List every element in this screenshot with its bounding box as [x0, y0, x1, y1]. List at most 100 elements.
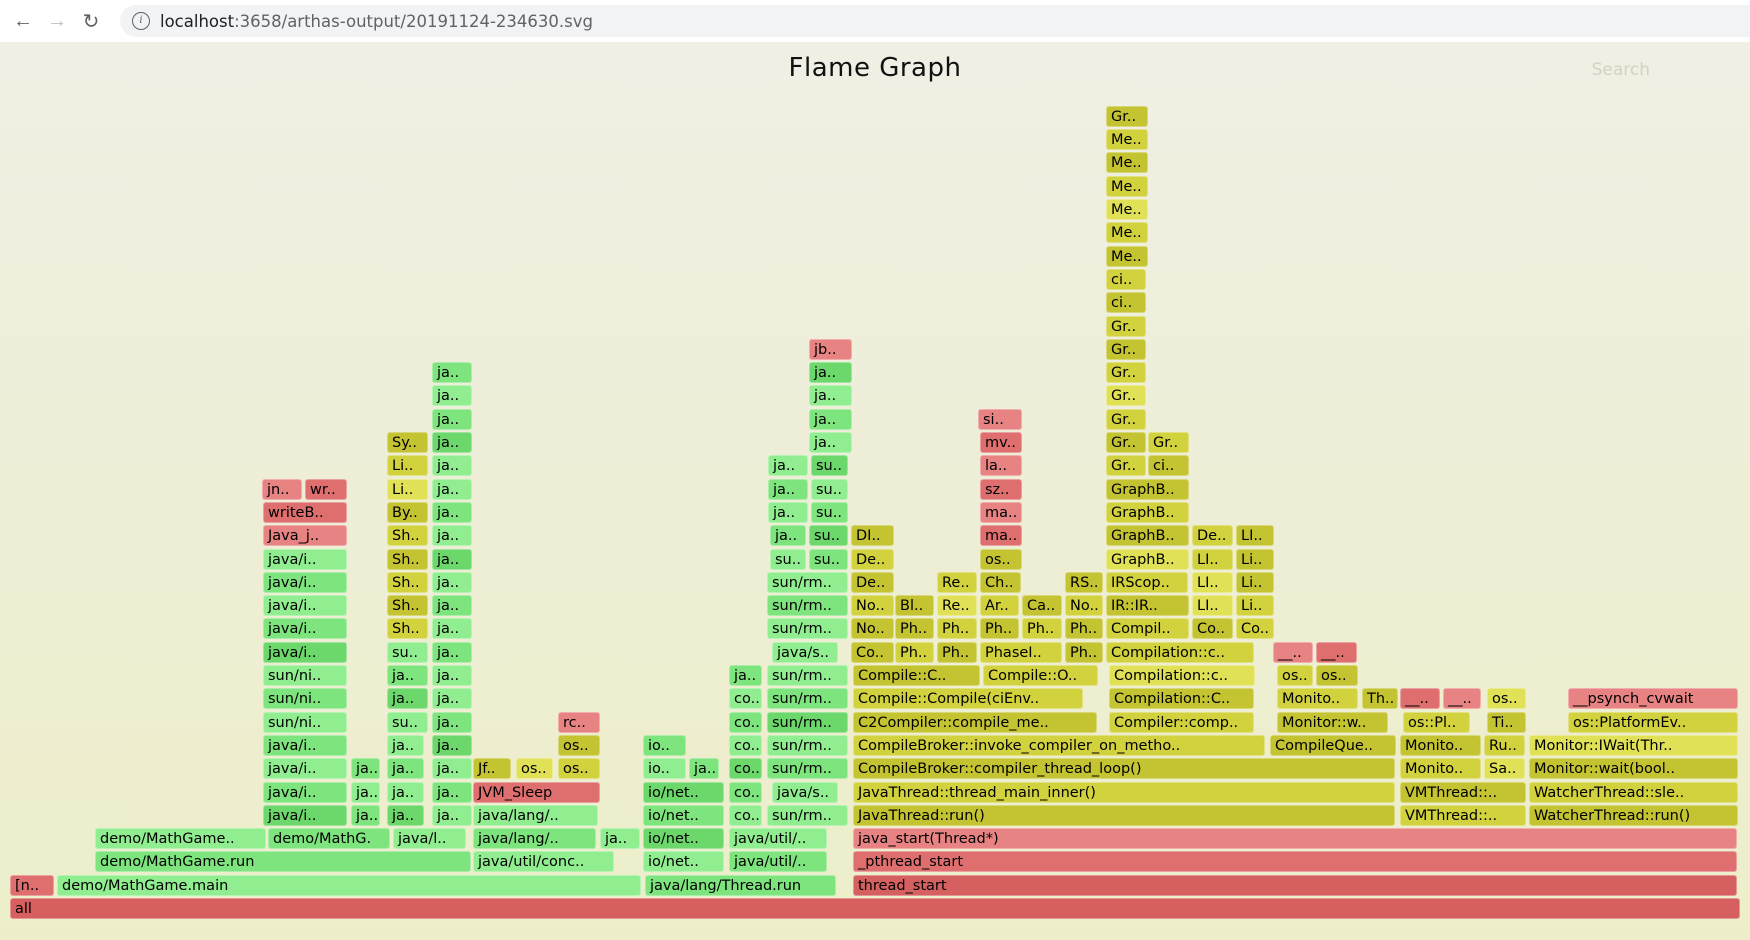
flame-frame[interactable]: GraphB..	[1106, 525, 1189, 547]
flame-frame[interactable]: ja..	[351, 758, 380, 780]
flame-frame[interactable]: Gr..	[1148, 432, 1189, 453]
flame-frame[interactable]: sun/rm..	[767, 758, 848, 780]
flame-frame[interactable]: os..	[516, 758, 553, 780]
flame-frame[interactable]: ja..	[432, 525, 472, 547]
flame-frame[interactable]: co..	[729, 781, 762, 803]
flame-frame[interactable]: LI..	[1192, 548, 1233, 570]
flame-frame[interactable]: wr..	[305, 478, 347, 500]
flame-frame[interactable]: Monitor::w..	[1277, 711, 1388, 733]
flame-frame[interactable]: VMThread::..	[1400, 804, 1526, 826]
flame-frame[interactable]: io..	[643, 734, 686, 756]
flame-frame[interactable]: Ph..	[937, 641, 977, 663]
flame-frame[interactable]: writeB..	[263, 501, 347, 523]
flame-frame[interactable]: ja..	[432, 571, 472, 593]
flame-frame[interactable]: Gr..	[1106, 338, 1146, 360]
flame-frame[interactable]: co..	[729, 711, 762, 733]
flame-frame[interactable]: sun/rm..	[767, 734, 848, 756]
flame-frame[interactable]: Re..	[937, 571, 977, 593]
flame-frame[interactable]: ma..	[980, 501, 1022, 523]
flame-frame[interactable]: ja..	[432, 385, 472, 407]
flame-frame[interactable]: java/util/conc..	[473, 851, 614, 873]
flame-frame[interactable]: Compile::O..	[983, 665, 1098, 686]
flame-frame[interactable]: Compilation::C..	[1109, 688, 1254, 710]
flame-frame[interactable]: Li..	[1236, 571, 1274, 593]
flame-frame[interactable]: Ph..	[1065, 641, 1103, 663]
flame-frame[interactable]: RS..	[1065, 571, 1103, 593]
flame-frame[interactable]: java/util/..	[729, 828, 827, 850]
flame-frame[interactable]: JVM_Sleep	[473, 781, 600, 803]
flame-frame[interactable]: jn..	[262, 478, 302, 500]
flame-frame[interactable]: Gr..	[1106, 315, 1146, 337]
flame-frame[interactable]: Ph..	[1022, 618, 1062, 640]
flame-frame[interactable]: ja..	[387, 804, 424, 826]
flame-frame[interactable]: Gr..	[1106, 408, 1146, 430]
flame-frame[interactable]: ja..	[351, 804, 380, 826]
flame-frame[interactable]: java_start(Thread*)	[853, 828, 1737, 850]
flame-frame[interactable]: io/net..	[643, 781, 724, 803]
flame-frame[interactable]: os..	[558, 758, 600, 780]
flame-frame[interactable]: co..	[729, 688, 762, 710]
flame-frame[interactable]: java/util/..	[729, 851, 827, 873]
flame-frame[interactable]: IRScop..	[1106, 571, 1188, 593]
flame-frame[interactable]: Gr..	[1106, 455, 1146, 477]
flame-frame[interactable]: ja..	[768, 478, 808, 500]
flame-frame[interactable]: No..	[1065, 595, 1103, 617]
flame-frame[interactable]: java/s..	[772, 641, 838, 663]
flame-frame[interactable]: su..	[387, 711, 428, 733]
flame-frame[interactable]: Me..	[1106, 129, 1148, 151]
flame-frame[interactable]: Ch..	[980, 571, 1021, 593]
flame-frame[interactable]: su..	[811, 455, 848, 477]
flame-frame[interactable]: Sa..	[1484, 758, 1525, 780]
flame-frame[interactable]: os..	[558, 734, 600, 756]
reload-icon[interactable]: ↻	[74, 4, 108, 38]
flame-frame[interactable]: ja..	[432, 734, 472, 756]
flame-frame[interactable]: la..	[980, 455, 1022, 477]
flame-frame[interactable]: ja..	[600, 828, 640, 850]
flame-frame[interactable]: CompileBroker::invoke_compiler_on_metho.…	[853, 734, 1265, 756]
flame-frame[interactable]: Gr..	[1106, 105, 1148, 127]
flame-frame[interactable]: VMThread::..	[1400, 781, 1526, 803]
flame-frame[interactable]: Me..	[1106, 199, 1148, 220]
flame-frame[interactable]: java/i..	[263, 641, 347, 663]
flame-frame[interactable]: IR::IR..	[1106, 595, 1189, 617]
flame-frame[interactable]: sz..	[980, 478, 1022, 500]
flame-frame[interactable]: Gr..	[1106, 385, 1146, 407]
search-button[interactable]: Search	[1591, 60, 1650, 80]
flame-frame[interactable]: ja..	[809, 408, 852, 430]
flame-frame[interactable]: __..	[1400, 688, 1440, 710]
flame-frame[interactable]: ja..	[809, 432, 852, 453]
flame-frame[interactable]: ma..	[980, 525, 1022, 547]
flame-frame[interactable]: De..	[851, 548, 894, 570]
flame-frame[interactable]: su..	[770, 548, 806, 570]
flame-frame[interactable]: ja..	[432, 455, 472, 477]
flame-frame[interactable]: GraphB..	[1106, 478, 1189, 500]
flame-frame[interactable]: ci..	[1106, 268, 1146, 290]
flame-frame[interactable]: ja..	[432, 408, 472, 430]
flame-frame[interactable]: os..	[980, 548, 1022, 570]
flame-frame[interactable]: LI..	[1192, 571, 1233, 593]
flame-frame[interactable]: si..	[978, 408, 1022, 430]
flame-frame[interactable]: sun/rm..	[767, 595, 848, 617]
flame-frame[interactable]: CompileBroker::compiler_thread_loop()	[853, 758, 1395, 780]
flame-frame[interactable]: Ti..	[1487, 711, 1526, 733]
flame-frame[interactable]: su..	[387, 641, 428, 663]
flame-frame[interactable]: De..	[1192, 525, 1233, 547]
flame-frame[interactable]: demo/MathGame..	[95, 828, 266, 850]
flame-frame[interactable]: CompileQue..	[1270, 734, 1396, 756]
flame-frame[interactable]: C2Compiler::compile_me..	[853, 711, 1097, 733]
flame-frame[interactable]: sun/rm..	[767, 618, 848, 640]
flame-frame[interactable]: su..	[811, 501, 848, 523]
flame-frame[interactable]: java/i..	[263, 734, 347, 756]
flame-frame[interactable]: Ph..	[895, 641, 934, 663]
flame-frame[interactable]: JavaThread::thread_main_inner()	[853, 781, 1395, 803]
flame-frame[interactable]: os..	[1487, 688, 1526, 710]
flame-frame[interactable]: Re..	[937, 595, 977, 617]
flame-frame[interactable]: ja..	[432, 665, 472, 686]
flame-frame[interactable]: os..	[1316, 665, 1358, 686]
flame-frame[interactable]: ja..	[432, 641, 472, 663]
flame-frame[interactable]: PhaseI..	[980, 641, 1062, 663]
flame-frame[interactable]: Ph..	[1065, 618, 1103, 640]
flame-frame[interactable]: co..	[729, 758, 762, 780]
flame-frame[interactable]: Monito..	[1400, 758, 1481, 780]
flame-frame[interactable]: Gr..	[1106, 362, 1146, 384]
